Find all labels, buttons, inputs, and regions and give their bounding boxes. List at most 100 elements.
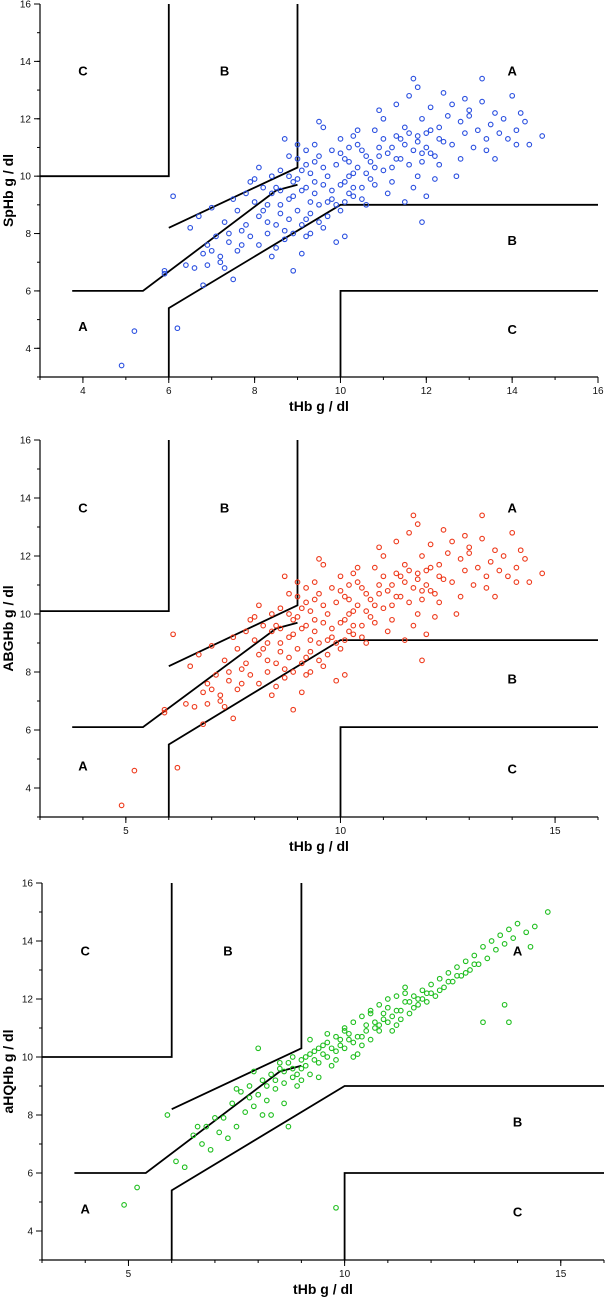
data-point: [350, 1039, 357, 1046]
data-point: [281, 227, 288, 234]
data-point: [246, 1083, 253, 1089]
data-point: [359, 1042, 365, 1049]
data-point: [337, 645, 344, 652]
data-point: [470, 144, 477, 151]
data-point: [397, 593, 404, 600]
data-point: [401, 561, 408, 568]
data-point: [389, 144, 395, 151]
data-point: [290, 669, 297, 675]
data-point: [522, 556, 528, 562]
data-point: [298, 1065, 305, 1072]
data-point: [311, 158, 318, 165]
y-tick-label: 12: [20, 114, 32, 125]
data-point: [354, 579, 361, 585]
data-point: [487, 121, 494, 128]
data-point: [281, 1080, 287, 1086]
data-point: [229, 1100, 236, 1107]
data-point: [226, 230, 232, 237]
data-point: [371, 181, 378, 188]
data-point: [341, 1028, 348, 1034]
data-point: [324, 173, 331, 180]
data-point: [453, 173, 460, 180]
data-point: [221, 219, 228, 225]
y-tick-label: 16: [20, 436, 32, 447]
data-point: [423, 999, 430, 1005]
y-tick-label: 4: [25, 344, 31, 355]
zone-label-c: C: [507, 762, 517, 777]
data-point: [471, 952, 478, 959]
data-point: [303, 184, 309, 191]
data-point: [419, 158, 425, 165]
data-point: [445, 970, 452, 976]
data-point: [264, 669, 271, 675]
data-point: [328, 1062, 335, 1069]
data-point: [286, 611, 292, 617]
data-point: [517, 110, 524, 116]
data-point: [307, 210, 314, 217]
data-point: [397, 1016, 404, 1023]
data-point: [440, 90, 447, 96]
data-point: [505, 136, 511, 142]
zone-label-b: B: [507, 672, 516, 687]
data-point: [256, 213, 262, 220]
data-point: [376, 1001, 383, 1008]
data-point: [208, 247, 215, 254]
data-point: [298, 689, 305, 696]
data-point: [384, 190, 391, 197]
data-point: [414, 521, 421, 527]
data-point: [311, 628, 318, 635]
data-point: [208, 204, 215, 211]
x-tick-label: 15: [555, 1269, 567, 1280]
data-point: [427, 564, 434, 571]
data-point: [298, 660, 305, 667]
data-point: [238, 666, 245, 672]
data-point: [217, 253, 224, 260]
zone-boundary-line: [167, 203, 598, 377]
data-point: [497, 932, 504, 939]
data-point: [367, 1036, 374, 1043]
data-point: [233, 1086, 240, 1092]
data-point: [220, 1115, 227, 1121]
chart-panel-1: 4 6 8 10 12 14 16 4 6 8 10 12 14 16 tHb g / dl SpHb g /…: [0, 0, 604, 414]
data-point: [311, 190, 318, 197]
data-point: [251, 637, 258, 643]
data-point: [243, 190, 249, 197]
data-point: [311, 616, 318, 623]
data-point: [263, 1097, 270, 1104]
data-point: [337, 1036, 344, 1043]
data-point: [217, 692, 224, 699]
data-point: [346, 628, 352, 635]
data-point: [315, 1074, 322, 1081]
data-point: [401, 141, 408, 148]
data-point: [329, 187, 335, 194]
data-point: [380, 115, 387, 122]
data-point: [289, 1065, 296, 1072]
data-point: [303, 585, 309, 591]
data-point: [480, 943, 486, 950]
data-point: [264, 640, 271, 646]
data-point: [359, 585, 365, 591]
zone-boundary-line: [168, 4, 299, 229]
zone-label-c: C: [513, 1205, 523, 1220]
data-point: [350, 184, 357, 191]
data-point: [238, 227, 245, 234]
data-point: [290, 230, 297, 237]
data-point: [402, 990, 408, 997]
data-point: [199, 1141, 205, 1147]
data-point: [371, 164, 378, 171]
data-point: [346, 144, 352, 151]
zone-label-b: B: [220, 64, 229, 79]
data-point: [371, 602, 378, 609]
data-point: [384, 1004, 391, 1011]
data-point: [384, 628, 391, 635]
data-point: [414, 84, 421, 91]
data-point: [290, 616, 297, 623]
data-point: [303, 599, 309, 606]
data-point: [294, 176, 301, 182]
data-point: [316, 201, 322, 208]
data-point: [449, 101, 455, 108]
data-point: [363, 590, 370, 597]
data-point: [454, 964, 460, 970]
data-point: [302, 1062, 309, 1069]
